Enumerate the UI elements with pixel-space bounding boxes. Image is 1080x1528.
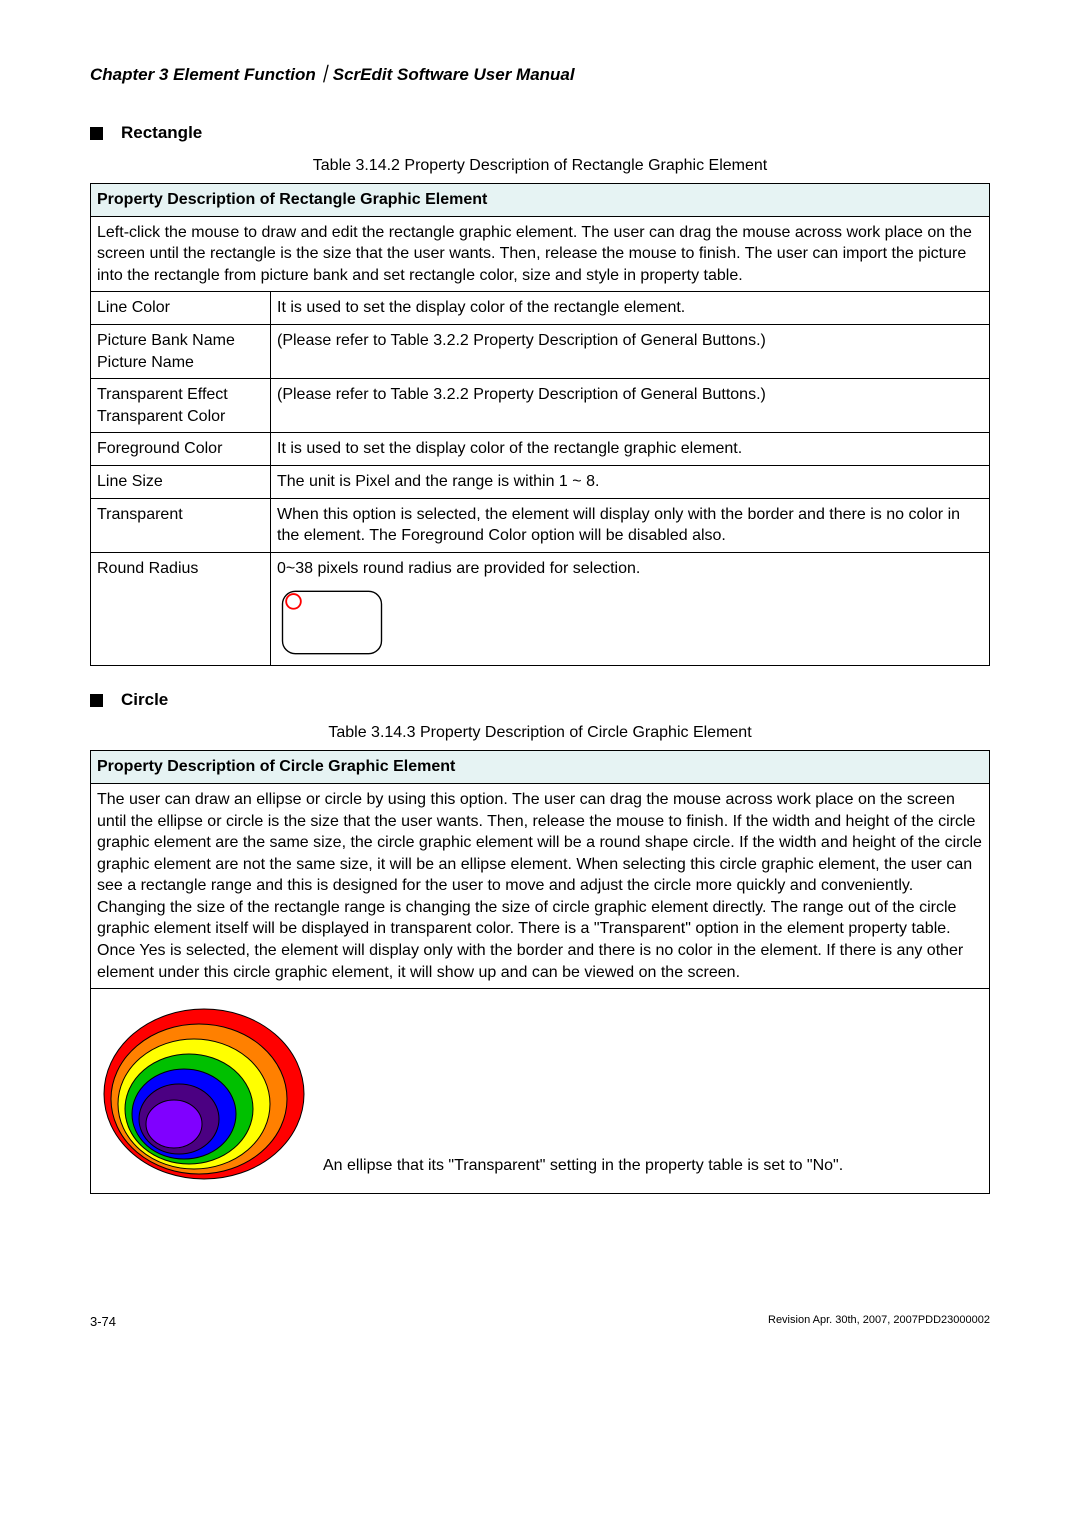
ellipse-figure-caption: An ellipse that its "Transparent" settin… [323, 1155, 843, 1185]
table-row-label: Transparent [91, 498, 271, 552]
table-row-label: Transparent Effect Transparent Color [91, 379, 271, 433]
circle-figure-cell: An ellipse that its "Transparent" settin… [91, 989, 990, 1194]
circle-table-header: Property Description of Circle Graphic E… [91, 751, 990, 784]
footer-revision: Revision Apr. 30th, 2007, 2007PDD2300000… [768, 1314, 990, 1329]
circle-table-intro: The user can draw an ellipse or circle b… [91, 783, 990, 988]
table-row-label: Picture Bank Name Picture Name [91, 324, 271, 378]
ellipse-figure-icon [99, 1004, 309, 1184]
table-row-desc: (Please refer to Table 3.2.2 Property De… [271, 379, 990, 433]
round-radius-desc: 0~38 pixels round radius are provided fo… [277, 558, 983, 580]
table-row-desc: When this option is selected, the elemen… [271, 498, 990, 552]
circle-table: Property Description of Circle Graphic E… [90, 750, 990, 1194]
table-row-desc: (Please refer to Table 3.2.2 Property De… [271, 324, 990, 378]
section-heading-circle: Circle [90, 690, 990, 710]
table-row-label: Line Size [91, 465, 271, 498]
rectangle-table-caption: Table 3.14.2 Property Description of Rec… [90, 157, 990, 175]
table-row-label: Round Radius [91, 552, 271, 666]
round-rect-icon [277, 585, 387, 660]
page-footer: 3-74 Revision Apr. 30th, 2007, 2007PDD23… [90, 1314, 990, 1329]
chapter-title: Chapter 3 Element Function｜ScrEdit Softw… [90, 60, 990, 85]
circle-table-caption: Table 3.14.3 Property Description of Cir… [90, 724, 990, 742]
rectangle-table-header: Property Description of Rectangle Graphi… [91, 184, 990, 217]
bullet-square-icon [90, 127, 103, 140]
table-row-desc: It is used to set the display color of t… [271, 433, 990, 466]
table-row-desc: 0~38 pixels round radius are provided fo… [271, 552, 990, 666]
rectangle-table-intro: Left-click the mouse to draw and edit th… [91, 216, 990, 292]
rectangle-heading-text: Rectangle [121, 123, 202, 143]
section-heading-rectangle: Rectangle [90, 123, 990, 143]
bullet-square-icon [90, 694, 103, 707]
table-row-desc: The unit is Pixel and the range is withi… [271, 465, 990, 498]
table-row-label: Foreground Color [91, 433, 271, 466]
table-row-label: Line Color [91, 292, 271, 325]
circle-heading-text: Circle [121, 690, 168, 710]
table-row-desc: It is used to set the display color of t… [271, 292, 990, 325]
footer-page-number: 3-74 [90, 1314, 116, 1329]
rectangle-table: Property Description of Rectangle Graphi… [90, 183, 990, 666]
